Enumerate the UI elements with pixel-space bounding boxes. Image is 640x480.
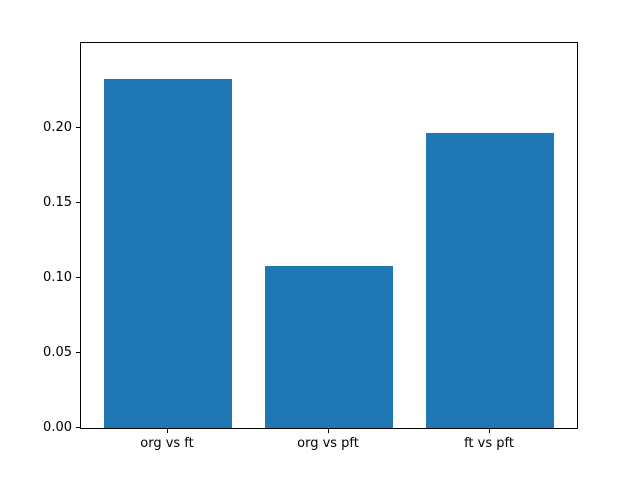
x-tick-label: org vs pft [297, 436, 359, 451]
x-tick-label: org vs ft [140, 436, 194, 451]
y-tick-label: 0.00 [43, 419, 72, 435]
y-tick-mark [76, 127, 80, 128]
y-tick-mark [76, 427, 80, 428]
y-tick-label: 0.15 [43, 194, 72, 210]
bar-org-vs-pft [264, 266, 394, 428]
bar-ft-vs-pft [425, 132, 555, 428]
x-tick-mark [328, 429, 329, 433]
y-tick-mark [76, 277, 80, 278]
y-tick-label: 0.10 [43, 269, 72, 285]
y-tick-label: 0.05 [43, 344, 72, 360]
bar-org-vs-ft [103, 78, 233, 428]
x-tick-label: ft vs pft [464, 436, 514, 451]
y-tick-mark [76, 202, 80, 203]
y-tick-mark [76, 352, 80, 353]
y-tick-label: 0.20 [43, 119, 72, 135]
x-tick-mark [489, 429, 490, 433]
x-tick-mark [167, 429, 168, 433]
axes [80, 42, 578, 429]
